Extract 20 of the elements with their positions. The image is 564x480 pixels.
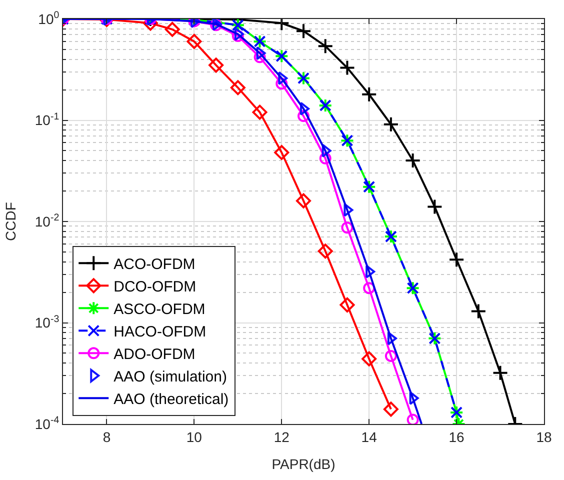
x-tick-label: 18 [536,428,552,445]
y-tick-label: 10$^{-4}$ [34,415,60,432]
x-tick-label: 10 [186,428,202,445]
y-tick-label: 10$^{-1}$ [34,111,60,128]
x-tick-label: 8 [102,428,111,445]
y-tick-label: 10$^{-3}$ [34,314,60,331]
y-axis-title: CCDF [2,202,19,241]
legend-label: ASCO-OFDM [114,301,206,318]
legend-label: AAO (simulation) [114,368,227,386]
x-tick-label: 12 [274,428,290,445]
legend-label: DCO-OFDM [114,278,196,296]
legend-label: AAO (theoretical) [114,391,229,408]
legend-label: HACO-OFDM [114,324,206,340]
x-tick-label: 16 [448,428,465,445]
y-tick-label: 10$^{-2}$ [34,212,60,230]
x-tick-label: 14 [361,428,378,445]
legend-label: ACO-OFDM [114,256,196,273]
legend-label: ADO-OFDM [114,346,196,363]
x-axis-title: PAPR(dB) [272,456,336,472]
y-tick-label: 10$^{0}$ [38,10,60,27]
